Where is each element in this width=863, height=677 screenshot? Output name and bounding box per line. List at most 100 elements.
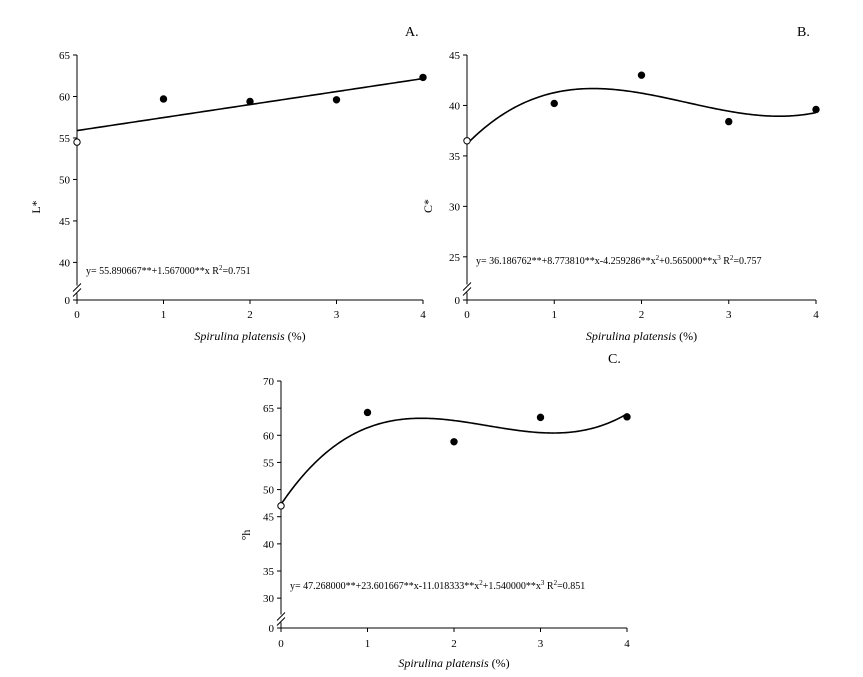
x-axis-title-unit: (%) — [489, 656, 510, 670]
y-tick-label: 25 — [449, 252, 461, 264]
data-point-open — [463, 137, 471, 145]
equation-text: +1.540000**x — [483, 581, 541, 592]
y-tick-label: 30 — [449, 201, 461, 213]
panel-c: 30 35 40 45 50 55 60 65 70 00 1 2 3 4 C. °h Spirulina pl… — [239, 352, 631, 670]
y-tick-label: 60 — [263, 430, 275, 442]
y-zero-label: 0 — [65, 295, 71, 307]
equation-text: y= 36.186762**+8.773810**x-4.259286**x — [476, 256, 656, 267]
equation-text: =0.751 — [222, 266, 250, 277]
panel-label: B. — [797, 25, 810, 40]
y-tick-label: 40 — [449, 100, 461, 112]
data-point — [623, 413, 631, 421]
x-axis-title-unit: (%) — [676, 329, 697, 343]
fit-curve — [280, 413, 628, 505]
x-tick-label: 0 — [278, 638, 284, 650]
x-axis-title-italic: Spirulina platensis — [398, 656, 489, 670]
equation-superscript: 3 — [717, 254, 721, 262]
panel-label: C. — [608, 352, 621, 367]
data-point-open — [73, 138, 81, 146]
equation-superscript: 2 — [479, 579, 483, 587]
x-axis-title: Spirulina platensis (%) — [194, 329, 305, 343]
x-axis-title: Spirulina platensis (%) — [398, 656, 509, 670]
y-zero-label: 0 — [269, 623, 275, 635]
data-point — [363, 408, 372, 417]
equation-text: R — [721, 256, 731, 267]
y-axis-title: C* — [421, 199, 435, 213]
x-tick-label: 4 — [624, 638, 630, 650]
y-tick-label: 50 — [59, 174, 71, 186]
y-tick-label: 45 — [263, 512, 275, 524]
x-tick-label: 3 — [334, 309, 340, 321]
data-point — [419, 73, 427, 82]
y-axis-title: L* — [29, 200, 43, 213]
axis-break-mark — [72, 283, 82, 292]
x-axis-title-unit: (%) — [285, 329, 306, 343]
x-tick-label: 0 — [464, 309, 470, 321]
y-axis-title: °h — [239, 530, 253, 541]
y-tick-label: 45 — [449, 50, 461, 62]
x-tick-label: 1 — [365, 638, 371, 650]
x-tick-label: 3 — [538, 638, 544, 650]
panel-label: A. — [405, 25, 419, 40]
panel-a: 40 45 50 55 60 65 00 1 2 3 4 A. L* Spirulina platensi… — [29, 25, 427, 343]
data-point — [637, 71, 646, 79]
data-point — [725, 117, 733, 126]
axis-break-mark — [462, 287, 472, 296]
equation-superscript: 2 — [730, 254, 734, 262]
data-point-open — [277, 502, 285, 510]
data-point — [159, 95, 168, 103]
axis-break-mark — [462, 282, 472, 291]
data-point — [812, 105, 820, 114]
x-tick-label: 3 — [726, 309, 732, 321]
x-tick-label: 1 — [552, 309, 558, 321]
y-tick-label: 40 — [59, 257, 71, 269]
x-tick-label: 0 — [74, 309, 80, 321]
regression-equation: y= 36.186762**+8.773810**x-4.259286**x2+… — [476, 254, 762, 267]
equation-superscript: 2 — [219, 264, 223, 272]
data-point — [536, 413, 545, 422]
equation-text: y= 55.890667**+1.567000**x R — [86, 266, 219, 277]
y-zero-label: 0 — [455, 295, 461, 307]
data-point — [246, 97, 254, 106]
equation-text: y= 47.268000**+23.601667**x-11.018333**x — [290, 581, 479, 592]
axis-break-mark — [276, 612, 286, 621]
data-point — [550, 99, 558, 108]
y-tick-label: 45 — [59, 216, 71, 228]
y-tick-label: 65 — [59, 50, 71, 62]
x-tick-label: 1 — [161, 309, 167, 321]
y-tick-label: 65 — [263, 403, 275, 415]
x-axis-title-italic: Spirulina platensis — [586, 329, 677, 343]
y-tick-label: 35 — [449, 151, 461, 163]
y-tick-label: 55 — [263, 457, 275, 469]
panel-b: 25 30 35 40 45 00 1 2 3 4 B. C* Spirulina platensis … — [421, 25, 820, 343]
axis-break-mark — [72, 288, 82, 297]
equation-superscript: 2 — [656, 254, 660, 262]
y-tick-label: 30 — [263, 593, 275, 605]
data-point — [332, 96, 341, 104]
equation-text: R — [544, 581, 554, 592]
x-tick-label: 2 — [451, 638, 457, 650]
y-tick-label: 60 — [59, 91, 71, 103]
x-tick-label: 2 — [247, 309, 253, 321]
axis-break-mark — [276, 617, 286, 626]
equation-text: =0.851 — [557, 581, 585, 592]
x-axis-title: Spirulina platensis (%) — [586, 329, 697, 343]
y-tick-label: 40 — [263, 539, 275, 551]
equation-superscript: 3 — [541, 579, 545, 587]
x-axis-title-italic: Spirulina platensis — [194, 329, 285, 343]
x-tick-label: 4 — [420, 309, 426, 321]
x-tick-label: 2 — [639, 309, 645, 321]
data-point — [450, 438, 458, 446]
regression-equation: y= 47.268000**+23.601667**x-11.018333**x… — [290, 579, 585, 592]
y-tick-label: 35 — [263, 566, 275, 578]
fit-curve — [466, 87, 817, 145]
y-tick-label: 70 — [263, 376, 275, 388]
regression-equation: y= 55.890667**+1.567000**x R2=0.751 — [86, 264, 251, 277]
equation-text: +0.565000**x — [659, 256, 717, 267]
equation-superscript: 2 — [554, 579, 558, 587]
y-tick-label: 50 — [263, 485, 275, 497]
y-tick-label: 55 — [59, 133, 71, 145]
equation-text: =0.757 — [733, 256, 761, 267]
x-tick-label: 4 — [813, 309, 819, 321]
